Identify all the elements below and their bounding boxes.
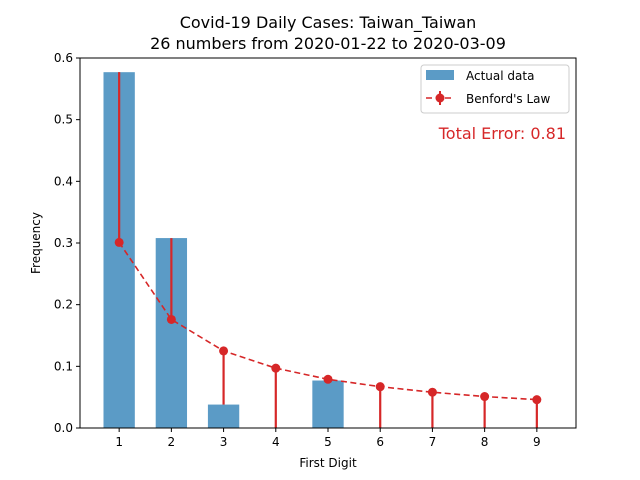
- benford-point-digit-1: [114, 237, 124, 247]
- chart-title-line2: 26 numbers from 2020-01-22 to 2020-03-09: [150, 34, 506, 53]
- benford-point-digit-2: [166, 314, 176, 324]
- x-axis-label: First Digit: [299, 456, 357, 470]
- x-tick-label: 3: [220, 435, 228, 449]
- legend-swatch-benford-marker: [435, 93, 445, 103]
- x-tick-label: 6: [376, 435, 384, 449]
- legend-label-benford: Benford's Law: [466, 92, 551, 106]
- y-axis-label: Frequency: [29, 212, 43, 274]
- x-tick-label: 9: [533, 435, 541, 449]
- legend: Actual data Benford's Law: [420, 64, 570, 114]
- benford-point-digit-3: [219, 346, 229, 356]
- benford-point-digit-4: [271, 363, 281, 373]
- benford-point-digit-8: [480, 392, 490, 402]
- legend-swatch-actual: [426, 70, 454, 80]
- x-tick-label: 5: [324, 435, 332, 449]
- y-tick-label: 0.2: [54, 298, 73, 312]
- legend-label-actual: Actual data: [466, 69, 534, 83]
- x-tick-label: 7: [429, 435, 437, 449]
- y-tick-label: 0.6: [54, 51, 73, 65]
- benford-point-digit-5: [323, 374, 333, 384]
- legend-box: [420, 64, 570, 114]
- x-tick-label: 2: [168, 435, 176, 449]
- x-ticks-group: 1 2 3 4 5 6 7 8 9: [115, 428, 541, 449]
- error-stems-group: [118, 72, 538, 428]
- y-tick-label: 0.5: [54, 113, 73, 127]
- x-tick-label: 4: [272, 435, 280, 449]
- x-tick-label: 8: [481, 435, 489, 449]
- benford-points-group: [114, 237, 542, 405]
- y-tick-label: 0.1: [54, 359, 73, 373]
- y-tick-label: 0.3: [54, 236, 73, 250]
- y-ticks-group: 0.0 0.1 0.2 0.3 0.4 0.5 0.6: [54, 51, 80, 435]
- chart-title-line1: Covid-19 Daily Cases: Taiwan_Taiwan: [180, 13, 477, 33]
- y-tick-label: 0.0: [54, 421, 73, 435]
- benford-point-digit-9: [532, 395, 542, 405]
- bar-digit-3: [207, 404, 240, 428]
- bar-digit-5: [312, 380, 344, 428]
- benford-point-digit-7: [427, 387, 437, 397]
- y-tick-label: 0.4: [54, 174, 73, 188]
- benford-point-digit-6: [375, 382, 385, 392]
- x-tick-label: 1: [115, 435, 123, 449]
- total-error-annotation: Total Error: 0.81: [438, 124, 566, 143]
